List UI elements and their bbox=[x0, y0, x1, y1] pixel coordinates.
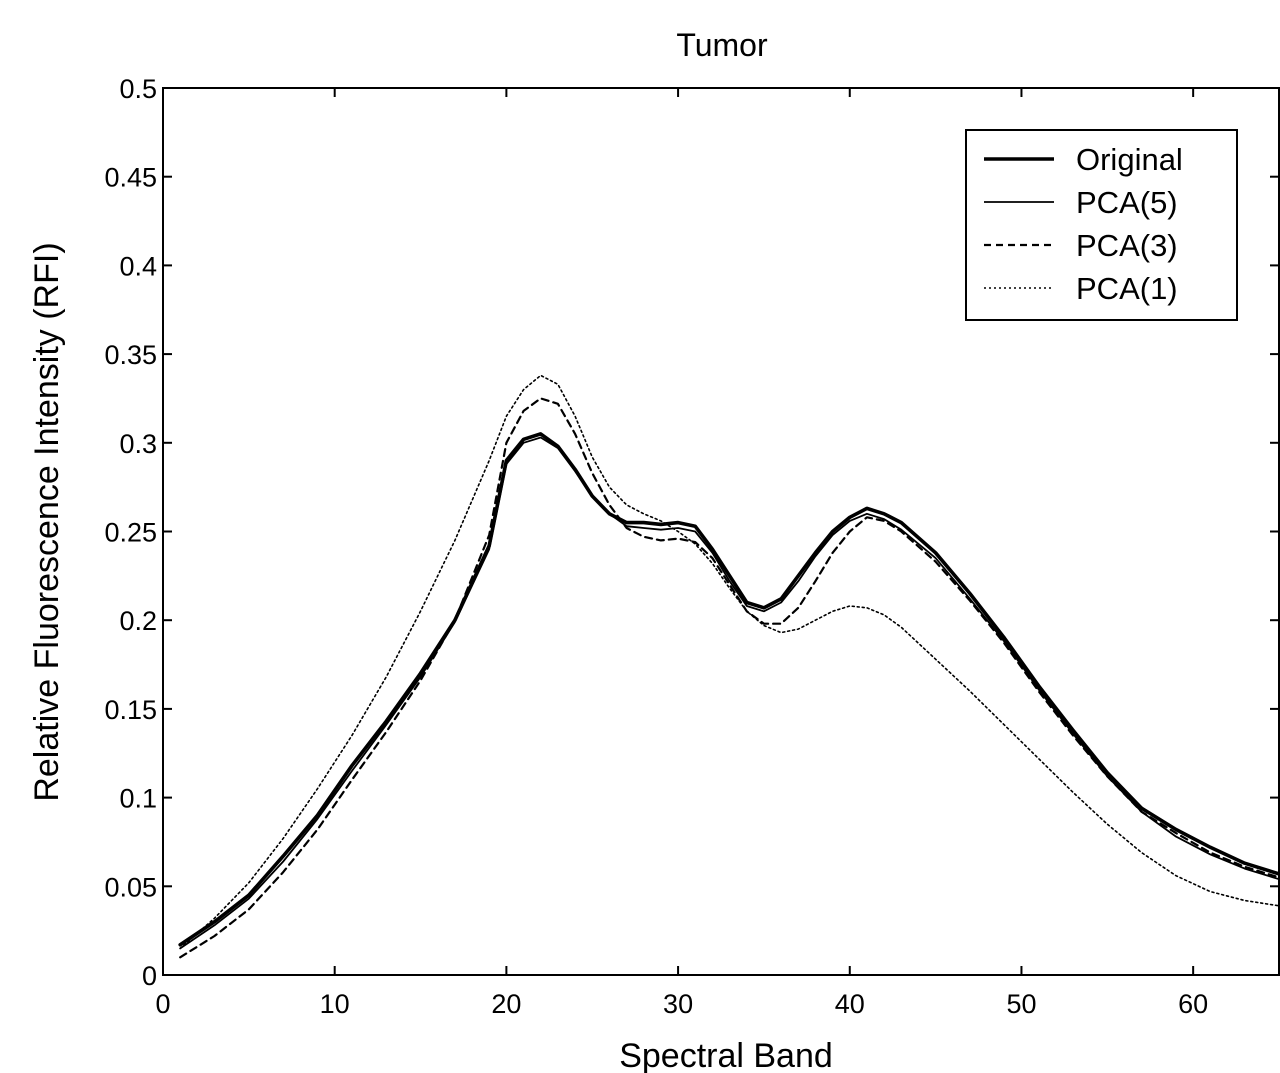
y-tick-label: 0.5 bbox=[119, 74, 157, 104]
x-tick-label: 10 bbox=[320, 989, 350, 1019]
y-axis: 0 0.05 0.1 0.15 0.2 0.25 0.3 0.35 0.4 0.45 0.5 bbox=[104, 74, 1279, 991]
series-line-pca-3 bbox=[179, 397, 1279, 959]
series-layer bbox=[178, 374, 1279, 959]
x-tick-label: 30 bbox=[663, 989, 693, 1019]
y-tick-label: 0.45 bbox=[104, 163, 157, 193]
legend-label: PCA(3) bbox=[1076, 228, 1178, 263]
legend-label: PCA(5) bbox=[1076, 185, 1178, 220]
series-line-pca-5 bbox=[179, 436, 1279, 950]
series-line-pca-1 bbox=[179, 374, 1279, 950]
y-tick-label: 0.05 bbox=[104, 872, 157, 902]
x-tick-label: 40 bbox=[835, 989, 865, 1019]
x-tick-label: 20 bbox=[491, 989, 521, 1019]
chart-title: Tumor bbox=[676, 27, 768, 63]
legend: Original PCA(5) PCA(3) PCA(1) bbox=[965, 129, 1238, 321]
legend-box bbox=[965, 129, 1238, 321]
y-tick-label: 0.3 bbox=[119, 429, 157, 459]
legend-label: PCA(1) bbox=[1076, 271, 1178, 306]
y-axis-label: Relative Fluorescence Intensity (RFI) bbox=[28, 242, 66, 801]
y-tick-label: 0.25 bbox=[104, 518, 157, 548]
x-tick-label: 60 bbox=[1178, 989, 1208, 1019]
series-line-original bbox=[178, 432, 1279, 947]
y-tick-label: 0.1 bbox=[119, 784, 157, 814]
y-tick-label: 0.4 bbox=[119, 251, 157, 281]
y-tick-label: 0.35 bbox=[104, 340, 157, 370]
legend-label: Original bbox=[1076, 142, 1183, 177]
y-tick-label: 0.2 bbox=[119, 606, 157, 636]
y-tick-label: 0.15 bbox=[104, 695, 157, 725]
x-axis: 0 10 20 30 40 50 60 bbox=[155, 88, 1208, 1019]
x-tick-label: 50 bbox=[1006, 989, 1036, 1019]
x-tick-label: 0 bbox=[155, 989, 170, 1019]
y-tick-label: 0 bbox=[142, 961, 157, 991]
x-axis-label: Spectral Band bbox=[619, 1037, 833, 1073]
